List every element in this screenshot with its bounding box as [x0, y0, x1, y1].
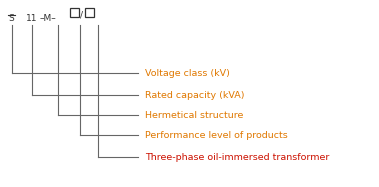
Text: Voltage class (kV): Voltage class (kV) [145, 68, 230, 77]
Text: Performance level of products: Performance level of products [145, 131, 288, 140]
Bar [85, 8, 94, 17]
Text: Hermetical structure: Hermetical structure [145, 111, 243, 119]
Text: Three-phase oil-immersed transformer: Three-phase oil-immersed transformer [145, 153, 329, 162]
Text: –M–: –M– [40, 14, 57, 23]
Text: S: S [8, 14, 14, 23]
Bar [70, 8, 79, 17]
Text: /: / [80, 10, 83, 19]
Text: Rated capacity (kVA): Rated capacity (kVA) [145, 91, 244, 99]
Text: 11: 11 [26, 14, 38, 23]
